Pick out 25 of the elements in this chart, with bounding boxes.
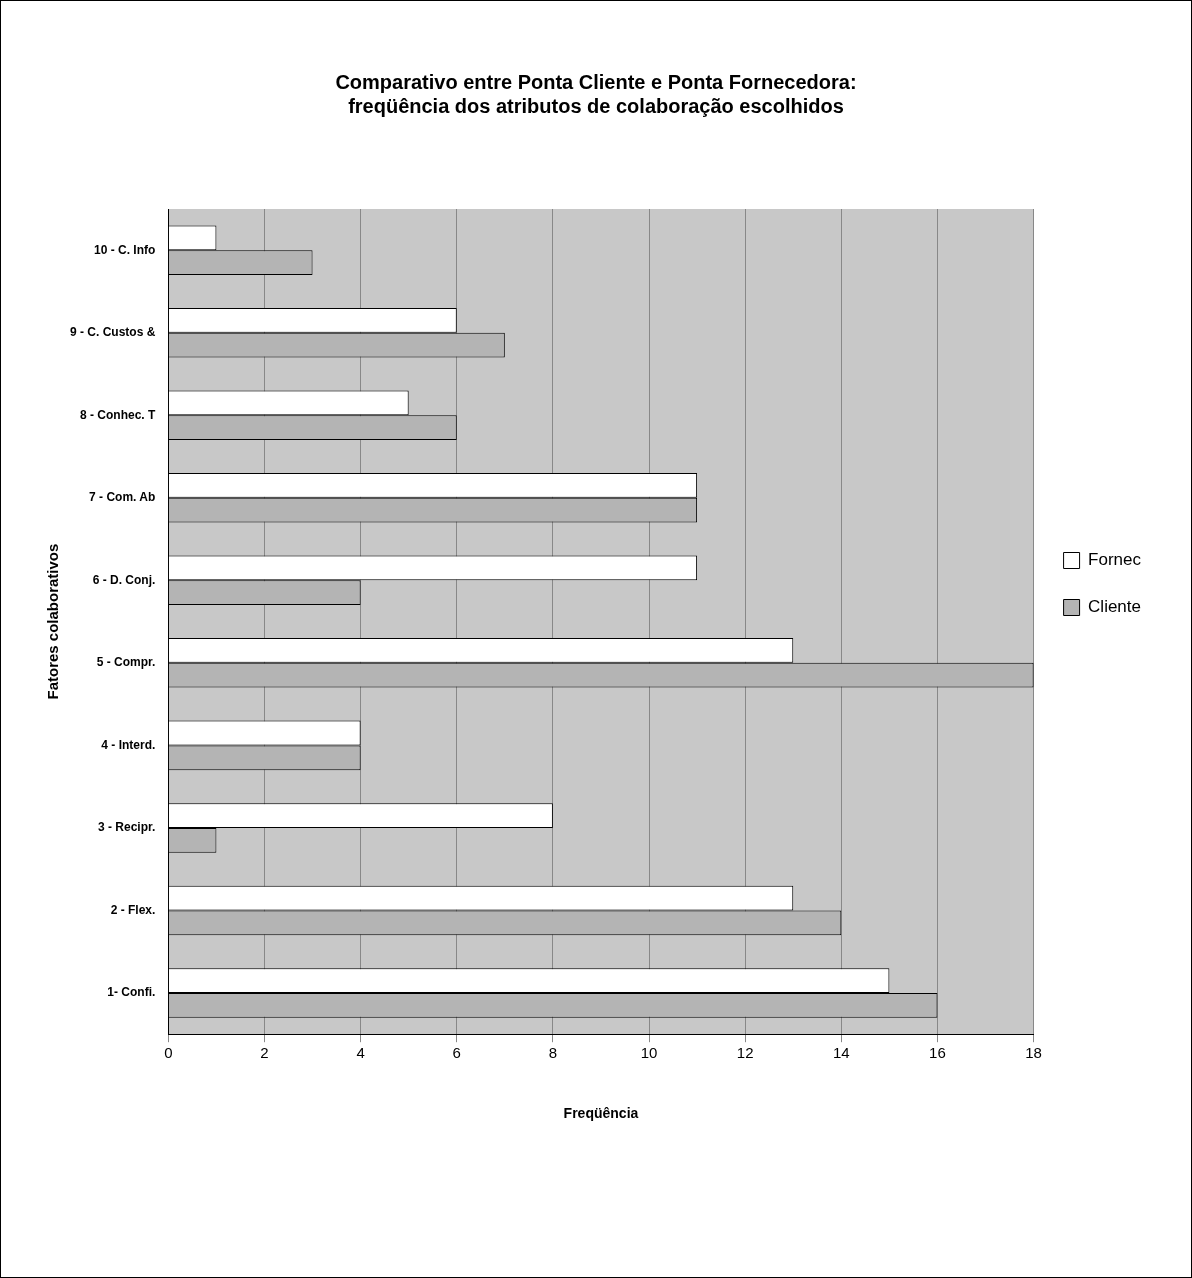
y-tick-label: 7 - Com. Ab (89, 490, 156, 505)
x-tick-label: 14 (832, 1044, 850, 1062)
y-axis-title: Fatores colaborativos (44, 543, 62, 700)
y-tick-label: 8 - Conhec. T (80, 407, 157, 422)
y-tick-label: 3 - Recipr. (97, 820, 156, 835)
y-tick-label: 9 - C. Custos & (70, 325, 156, 340)
x-tick-label: 16 (929, 1044, 946, 1062)
y-tick-label: 6 - D. Conj. (92, 572, 156, 587)
y-tick-label: 4 - Interd. (101, 737, 156, 752)
chart-title: Comparativo entre Ponta Cliente e Ponta Fornecedora: freqüência dos atributos de colaboração escolhidos (335, 70, 857, 117)
x-tick-label: 6 (452, 1044, 461, 1062)
y-tick-label: 10 - C. Info (94, 242, 156, 257)
y-tick-label: 1- Confi. (107, 985, 156, 1000)
y-tick-label: 5 - Compr. (96, 655, 156, 670)
legend-label: Cliente (1088, 597, 1141, 617)
y-tick-label: 2 - Flex. (110, 902, 156, 917)
x-tick-label: 2 (260, 1044, 269, 1062)
x-tick-label: 12 (736, 1044, 754, 1062)
legend-label: Fornec (1088, 550, 1142, 570)
x-tick-label: 4 (356, 1044, 365, 1062)
x-tick-label: 18 (1025, 1044, 1042, 1062)
x-tick-label: 0 (164, 1044, 173, 1062)
x-tick-label: 10 (640, 1044, 658, 1062)
x-axis-title: Freqüência (563, 1105, 639, 1122)
x-tick-label: 8 (548, 1044, 558, 1062)
